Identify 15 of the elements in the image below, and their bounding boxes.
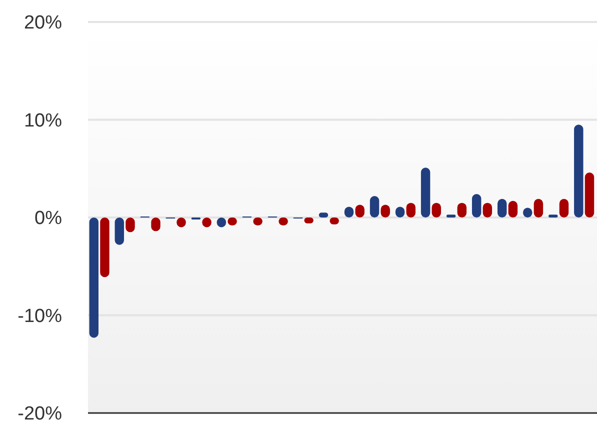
- bar: [89, 218, 98, 338]
- bar: [472, 194, 482, 218]
- bar: [420, 168, 430, 218]
- y-tick-label: 10%: [24, 110, 62, 132]
- bar: [574, 124, 584, 218]
- bar: [318, 212, 328, 218]
- y-tick-label: -10%: [18, 306, 62, 327]
- bar: [100, 218, 110, 278]
- bar: [584, 172, 594, 218]
- y-tick-label: 20%: [24, 12, 62, 34]
- bar: [114, 218, 124, 245]
- y-tick-label: 0%: [34, 208, 62, 230]
- bar: [446, 214, 456, 218]
- y-tick-label: -20%: [18, 404, 62, 422]
- bar: [548, 214, 558, 218]
